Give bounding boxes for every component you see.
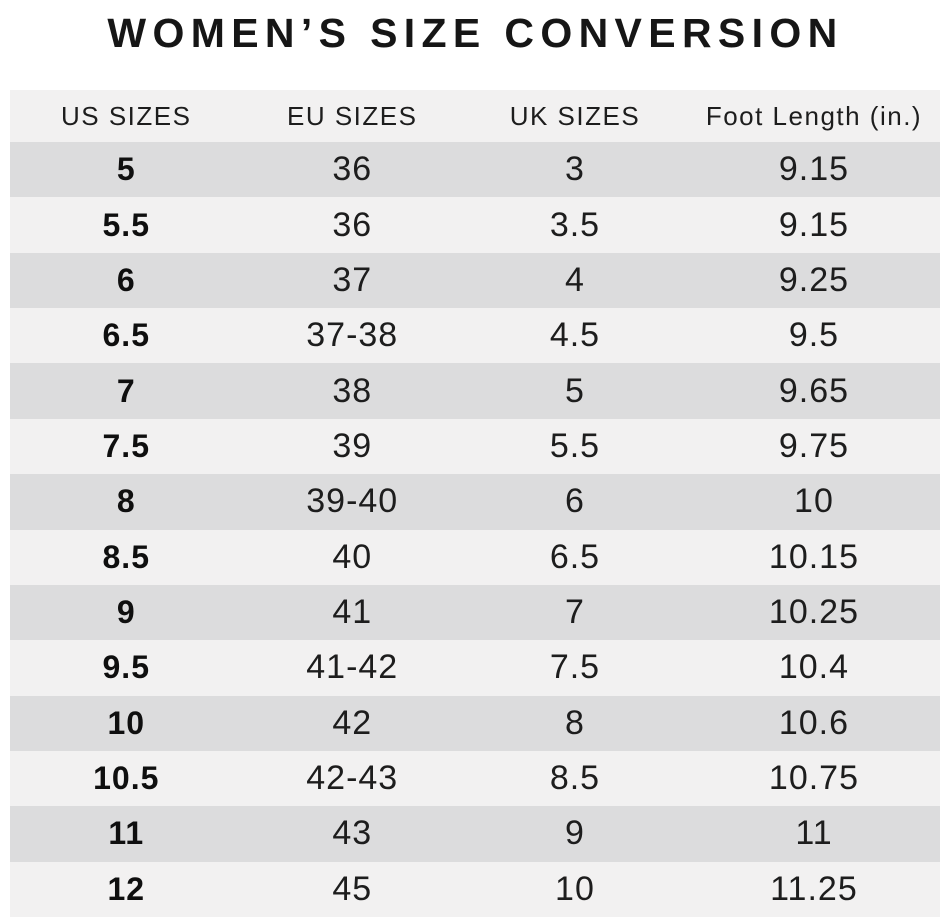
table-cell-us: 9.5	[102, 649, 150, 686]
table-cell-us: 10	[107, 704, 146, 741]
table-row: 7 38 5 9.65	[10, 363, 940, 419]
table-cell-eu: 42	[332, 703, 373, 742]
table-cell-uk: 3.5	[549, 205, 601, 244]
header-cell-foot-length: Foot Length (in.)	[705, 100, 923, 131]
table-row: 6 37 4 9.25	[10, 252, 940, 309]
table-cell-foot-length: 9.15	[778, 150, 850, 189]
table-row: 8.5 40 6.5 10.15	[10, 529, 940, 585]
table-cell-foot-length: 11.25	[770, 869, 858, 908]
table-row: 5 36 3 9.15	[10, 142, 940, 198]
table-cell-uk: 7.5	[549, 648, 601, 687]
table-cell-foot-length: 9.75	[778, 426, 850, 465]
table-cell-us: 7.5	[102, 427, 150, 464]
table-cell-uk: 9	[565, 814, 585, 853]
table-cell-eu: 36	[332, 205, 373, 244]
table-cell-foot-length: 10.25	[768, 593, 859, 632]
table-cell-eu: 43	[332, 814, 373, 853]
table-cell-eu: 39	[332, 426, 373, 465]
header-cell-us: US SIZES	[61, 100, 192, 131]
table-row: 10 42 8 10.6	[10, 695, 940, 751]
table-cell-us: 6	[116, 261, 136, 298]
table-cell-foot-length: 10.6	[778, 703, 850, 742]
table-cell-uk: 3	[565, 150, 585, 189]
table-cell-us: 5.5	[102, 206, 150, 243]
table-cell-eu: 45	[332, 869, 373, 908]
table-cell-foot-length: 9.15	[778, 205, 850, 244]
size-conversion-table: US SIZES EU SIZES UK SIZES Foot Length (in.…	[10, 90, 940, 917]
page-title: WOMEN’S SIZE CONVERSION	[107, 10, 844, 56]
header-cell-uk: UK SIZES	[509, 100, 641, 131]
table-cell-foot-length: 9.5	[788, 316, 840, 355]
table-cell-us: 9	[116, 594, 136, 631]
table-cell-us: 10.5	[93, 760, 160, 797]
table-cell-eu: 38	[332, 371, 373, 410]
table-cell-uk: 4	[565, 260, 585, 299]
table-cell-us: 6.5	[102, 317, 150, 354]
table-row: 6.5 37-38 4.5 9.5	[10, 308, 940, 364]
table-cell-us: 5	[116, 151, 136, 188]
table-cell-uk: 8.5	[549, 759, 601, 798]
table-row: 7.5 39 5.5 9.75	[10, 418, 940, 475]
table-cell-eu: 40	[332, 537, 373, 576]
table-cell-eu: 37	[332, 260, 373, 299]
table-cell-eu: 37-38	[306, 316, 399, 355]
table-cell-foot-length: 9.25	[778, 260, 850, 299]
table-cell-uk: 4.5	[549, 316, 601, 355]
table-cell-foot-length: 11	[795, 814, 833, 853]
table-row: 11 43 9 11	[10, 806, 940, 862]
table-cell-eu: 39-40	[306, 482, 399, 521]
table-cell-uk: 6.5	[549, 537, 601, 576]
table-cell-eu: 36	[332, 150, 373, 189]
table-cell-foot-length: 10.15	[768, 537, 859, 576]
table-cell-us: 8	[116, 483, 136, 520]
table-cell-foot-length: 10	[794, 482, 834, 521]
table-header-row: US SIZES EU SIZES UK SIZES Foot Length (in.…	[10, 90, 940, 142]
table-cell-uk: 7	[565, 593, 585, 632]
table-cell-uk: 6	[565, 482, 585, 521]
table-row: 9 41 7 10.25	[10, 584, 940, 641]
table-cell-uk: 5	[565, 371, 585, 410]
table-cell-us: 8.5	[102, 538, 150, 575]
table-cell-uk: 8	[565, 703, 585, 742]
table-cell-foot-length: 9.65	[778, 371, 850, 410]
table-row: 8 39-40 6 10	[10, 474, 940, 530]
table-cell-uk: 5.5	[549, 426, 601, 465]
table-row: 10.5 42-43 8.5 10.75	[10, 750, 940, 807]
table-cell-uk: 10	[555, 869, 595, 908]
table-cell-eu: 41	[332, 593, 373, 632]
table-cell-us: 7	[116, 372, 136, 409]
table-row: 9.5 41-42 7.5 10.4	[10, 640, 940, 696]
table-cell-us: 12	[107, 870, 146, 907]
table-cell-foot-length: 10.4	[778, 648, 850, 687]
table-cell-us: 11	[108, 815, 145, 852]
table-cell-eu: 42-43	[306, 759, 399, 798]
header-cell-eu: EU SIZES	[286, 100, 418, 131]
table-cell-foot-length: 10.75	[768, 759, 859, 798]
table-row: 5.5 36 3.5 9.15	[10, 197, 940, 253]
table-cell-eu: 41-42	[306, 648, 399, 687]
table-row: 12 45 10 11.25	[10, 861, 940, 917]
